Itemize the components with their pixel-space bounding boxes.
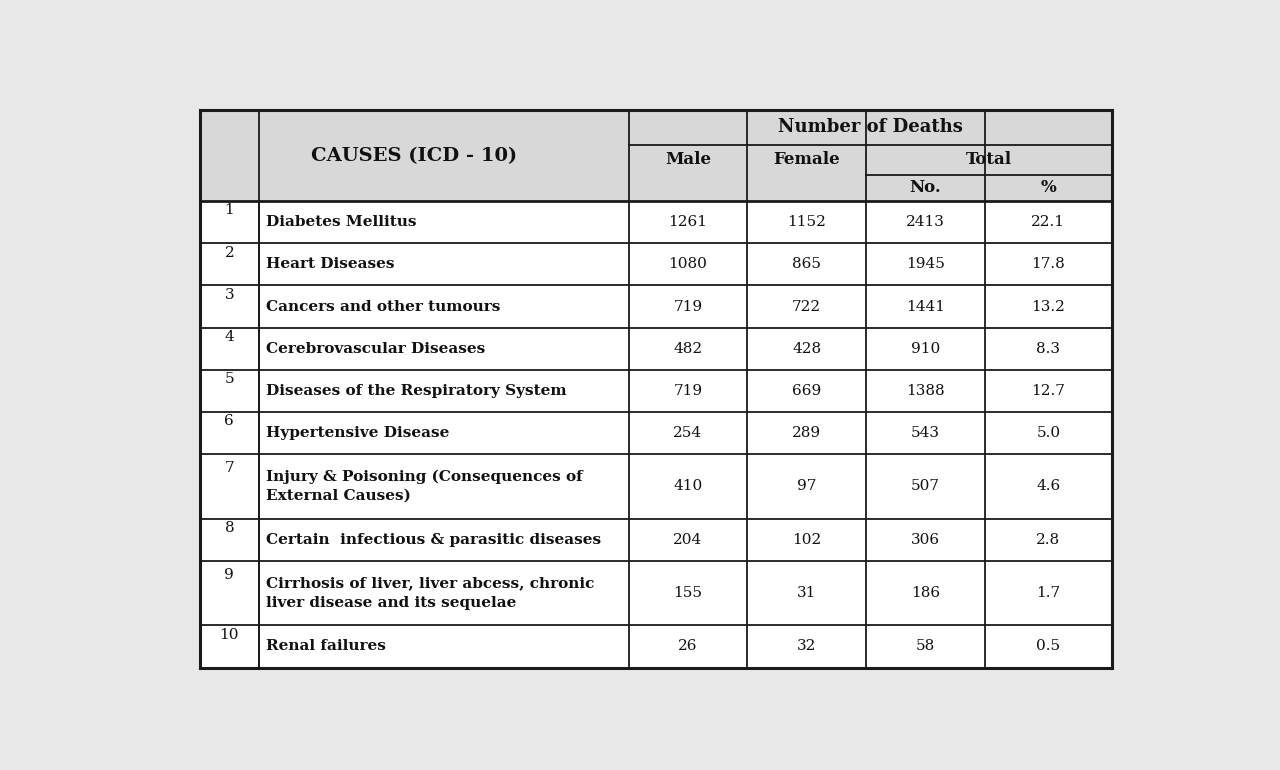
Text: Diabetes Mellitus: Diabetes Mellitus (266, 215, 416, 229)
Text: Cerebrovascular Diseases: Cerebrovascular Diseases (266, 342, 485, 356)
Text: 7: 7 (224, 461, 234, 475)
Text: 32: 32 (797, 639, 817, 654)
Text: 3: 3 (224, 288, 234, 302)
Text: 910: 910 (910, 342, 940, 356)
Text: 719: 719 (673, 384, 703, 398)
Text: Renal failures: Renal failures (266, 639, 385, 654)
Text: Male: Male (664, 151, 710, 168)
Text: 97: 97 (797, 480, 817, 494)
Text: 669: 669 (792, 384, 822, 398)
Text: 102: 102 (792, 533, 822, 547)
Text: 31: 31 (797, 586, 817, 600)
Text: Diseases of the Respiratory System: Diseases of the Respiratory System (266, 384, 567, 398)
Text: Cirrhosis of liver, liver abcess, chronic: Cirrhosis of liver, liver abcess, chroni… (266, 577, 594, 591)
Text: 1945: 1945 (906, 257, 945, 271)
Text: 5.0: 5.0 (1037, 426, 1061, 440)
Text: Injury & Poisoning (Consequences of: Injury & Poisoning (Consequences of (266, 470, 582, 484)
Text: 186: 186 (910, 586, 940, 600)
Text: 2.8: 2.8 (1037, 533, 1061, 547)
Text: 719: 719 (673, 300, 703, 313)
Text: 9: 9 (224, 568, 234, 582)
Text: 428: 428 (792, 342, 822, 356)
Text: 0.5: 0.5 (1037, 639, 1061, 654)
Text: 1441: 1441 (906, 300, 945, 313)
Text: 1.7: 1.7 (1037, 586, 1061, 600)
Text: No.: No. (909, 179, 941, 196)
Text: 507: 507 (911, 480, 940, 494)
Text: 482: 482 (673, 342, 703, 356)
Text: 289: 289 (792, 426, 822, 440)
Text: 254: 254 (673, 426, 703, 440)
Text: 1261: 1261 (668, 215, 708, 229)
Text: External Causes): External Causes) (266, 489, 411, 503)
Text: 8.3: 8.3 (1037, 342, 1060, 356)
Text: Number of Deaths: Number of Deaths (778, 119, 963, 136)
Text: 2: 2 (224, 246, 234, 259)
Text: 12.7: 12.7 (1032, 384, 1065, 398)
Text: 26: 26 (678, 639, 698, 654)
Bar (256, 110, 262, 201)
Text: %: % (1041, 179, 1056, 196)
Text: 722: 722 (792, 300, 822, 313)
Text: 1388: 1388 (906, 384, 945, 398)
Text: 1: 1 (224, 203, 234, 217)
Text: liver disease and its sequelae: liver disease and its sequelae (266, 596, 516, 610)
Text: 4.6: 4.6 (1037, 480, 1061, 494)
Text: Heart Diseases: Heart Diseases (266, 257, 394, 271)
Text: Certain  infectious & parasitic diseases: Certain infectious & parasitic diseases (266, 533, 602, 547)
Text: 204: 204 (673, 533, 703, 547)
Text: Hypertensive Disease: Hypertensive Disease (266, 426, 449, 440)
Text: 2413: 2413 (906, 215, 945, 229)
Text: 1080: 1080 (668, 257, 708, 271)
Text: 155: 155 (673, 586, 703, 600)
Text: 58: 58 (915, 639, 934, 654)
Text: 1152: 1152 (787, 215, 826, 229)
Text: 5: 5 (224, 372, 234, 386)
Text: 10: 10 (220, 628, 239, 641)
Text: Cancers and other tumours: Cancers and other tumours (266, 300, 500, 313)
Text: 543: 543 (911, 426, 940, 440)
Text: 17.8: 17.8 (1032, 257, 1065, 271)
Text: Female: Female (773, 151, 840, 168)
Text: 865: 865 (792, 257, 820, 271)
Text: 410: 410 (673, 480, 703, 494)
Text: Total: Total (966, 151, 1012, 168)
Text: 306: 306 (910, 533, 940, 547)
Text: 13.2: 13.2 (1032, 300, 1065, 313)
Text: 8: 8 (224, 521, 234, 535)
Text: 6: 6 (224, 414, 234, 428)
Text: CAUSES (ICD - 10): CAUSES (ICD - 10) (311, 146, 517, 165)
Text: 4: 4 (224, 330, 234, 344)
Text: 22.1: 22.1 (1032, 215, 1065, 229)
